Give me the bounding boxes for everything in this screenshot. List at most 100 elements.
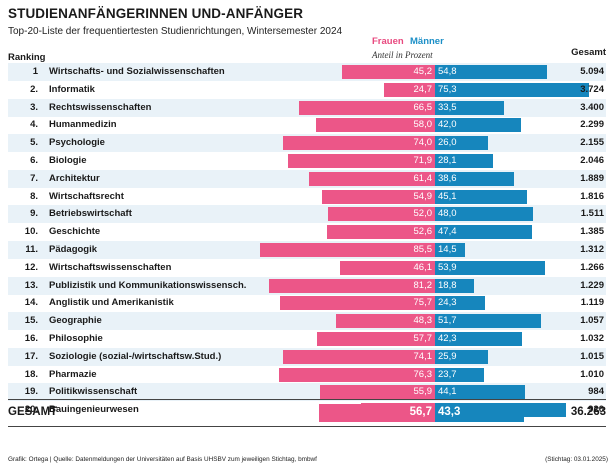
rank-number: 17. [24,350,38,362]
male-bar [435,100,504,115]
rank-number: 3. [30,101,38,113]
field-label: Wirtschafts- und Sozialwissenschaften [49,66,225,77]
male-bar [435,189,528,204]
male-bar [435,314,541,329]
male-bar [435,332,522,346]
table-row: 16. Philosophie 57,7 42,3 1.032 [8,330,606,348]
total-value: 1.889 [580,172,604,184]
female-bar [342,65,435,79]
female-value: 46,1 [413,261,433,273]
female-bar [298,100,435,115]
field-label: Wirtschaftsrecht [49,190,124,202]
female-value: 74,0 [413,137,433,149]
male-bar [435,136,489,151]
male-value: 24,3 [438,297,457,309]
male-value: 18,8 [438,279,457,291]
female-value: 66,5 [413,101,433,113]
male-bar [435,207,534,222]
female-bar [316,118,435,133]
total-value: 1.511 [580,208,604,220]
table-row: 2. Informatik 24,7 75,3 3.724 [8,81,606,99]
field-label: Humanmedizin [49,119,117,131]
field-label: Soziologie (sozial-/wirtschaftsw.Stud.) [49,350,222,362]
table-row: 6. Biologie 71,9 28,1 2.046 [8,152,606,170]
male-bar [435,243,465,257]
male-value: 38,6 [438,172,457,184]
field-label: Geographie [49,315,102,327]
field-label: Bauingenieurwesen [49,404,139,416]
field-label: Architektur [49,172,100,184]
table-row: 12. Wirtschaftswissenschaften 46,1 53,9 1.26… [8,259,606,277]
male-value: 42,0 [438,119,457,131]
female-bar [268,278,435,293]
male-value: 23,7 [438,368,457,380]
field-label: Philosophie [49,333,103,344]
male-value: 45,1 [438,190,457,202]
female-bar [335,314,435,329]
summary-divider [8,399,606,400]
female-value: 85,5 [413,244,433,255]
male-bar [435,385,526,400]
table-row: 15. Geographie 48,3 51,7 1.057 [8,312,606,331]
female-bar [259,243,435,257]
female-value: 52,6 [413,226,433,238]
male-bar [435,118,522,133]
female-bar [320,385,435,400]
unit-label: Anteil in Prozent [372,50,433,60]
female-value: 74,1 [413,350,433,362]
table-row: 18. Pharmazie 76,3 23,7 1.010 [8,366,606,384]
field-label: Pharmazie [49,368,97,380]
female-value: 55,9 [413,386,433,398]
table-row: 9. Betriebswirtschaft 52,0 48,0 1.511 [8,205,606,224]
female-value: 61,4 [413,172,433,184]
table-row: 10. Geschichte 52,6 47,4 1.385 [8,223,606,241]
female-bar [316,332,435,346]
total-value: 3.400 [580,101,604,113]
table-row: 13. Publizistik und Kommunikationswissens… [8,276,606,295]
field-label: Publizistik und Kommunikationswissensch. [49,279,247,291]
table-row: 3. Rechtswissenschaften 66,5 33,5 3.400 [8,98,606,117]
total-value: 2.299 [580,119,604,131]
total-value: 920 [588,404,604,416]
rank-number: 14. [24,297,38,309]
field-label: Betriebswirtschaft [49,208,132,220]
male-value: 26,0 [438,137,457,149]
male-value: 47,4 [438,226,457,238]
female-bar [327,225,435,240]
table-row: 7. Architektur 61,4 38,6 1.889 [8,169,606,188]
footer-date: (Stichtag: 03.01.2025) [545,456,608,463]
rank-number: 10. [24,226,38,238]
male-value: 42,3 [438,333,457,344]
female-bar [278,367,435,382]
field-label: Politikwissenschaft [49,386,138,398]
field-label: Geschichte [49,226,101,238]
field-label: Anglistik und Amerikanistik [49,297,174,309]
total-value: 3.724 [580,83,604,95]
chart-title: STUDIENANFÄNGERINNEN UND-ANFÄNGER [8,6,304,21]
total-value: 5.094 [580,66,604,77]
female-bar [340,260,435,275]
rank-number: 18. [24,368,38,380]
rank-number: 16. [24,333,38,344]
total-value: 984 [588,386,604,398]
male-bar [435,154,493,168]
rank-number: 11. [25,244,38,255]
total-value: 1.229 [580,279,604,291]
female-value: 48,3 [413,315,433,327]
field-label: Pädagogik [49,244,98,255]
rank-number: 7. [30,172,38,184]
ranking-header: Ranking [8,52,46,63]
rank-number: 19. [24,386,38,398]
rank-number: 2. [30,83,38,95]
summary-male-bar [435,404,524,422]
female-bar [283,136,435,151]
total-value: 1.816 [580,190,604,202]
legend-male: Männer [410,36,444,47]
rank-number: 12. [24,261,38,273]
total-value: 1.057 [580,315,604,327]
rank-number: 5. [30,137,38,149]
rank-number: 6. [30,155,38,166]
rank-number: 1 [32,66,38,77]
field-label: Wirtschaftswissenschaften [49,261,172,273]
female-bar [283,349,435,364]
